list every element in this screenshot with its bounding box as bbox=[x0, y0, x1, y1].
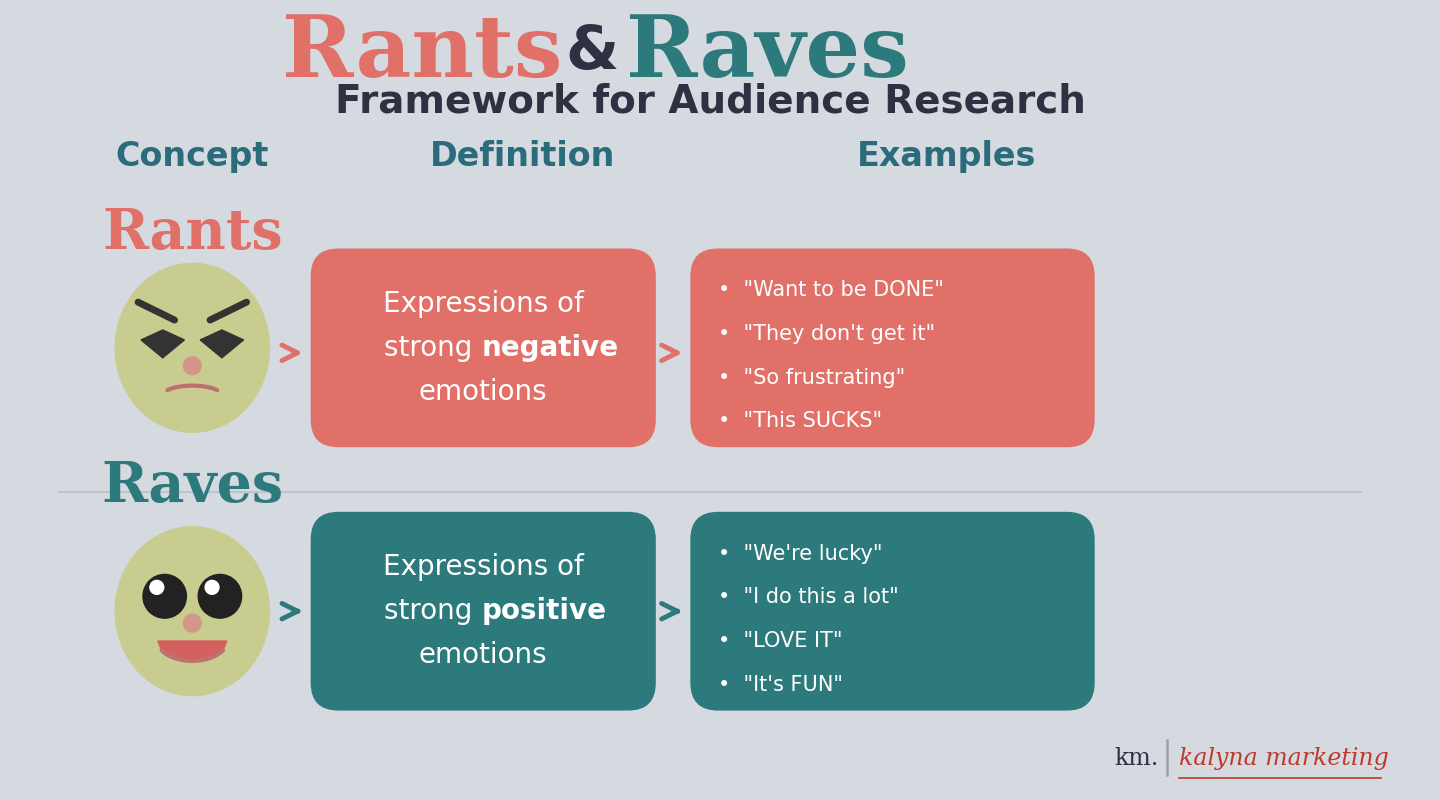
Circle shape bbox=[204, 580, 219, 594]
Polygon shape bbox=[200, 330, 243, 358]
Text: emotions: emotions bbox=[419, 378, 547, 406]
Polygon shape bbox=[158, 641, 228, 661]
Text: •  "We're lucky": • "We're lucky" bbox=[719, 543, 883, 563]
FancyBboxPatch shape bbox=[311, 249, 655, 447]
Circle shape bbox=[199, 574, 242, 618]
Circle shape bbox=[143, 574, 186, 618]
Circle shape bbox=[183, 614, 202, 632]
Text: Expressions of: Expressions of bbox=[383, 554, 583, 582]
Circle shape bbox=[183, 357, 202, 374]
Circle shape bbox=[150, 580, 164, 594]
FancyBboxPatch shape bbox=[311, 512, 655, 710]
Text: •  "Want to be DONE": • "Want to be DONE" bbox=[719, 280, 943, 300]
Ellipse shape bbox=[115, 526, 269, 696]
Text: Concept: Concept bbox=[115, 139, 269, 173]
Text: •  "I do this a lot": • "I do this a lot" bbox=[719, 587, 899, 607]
Text: strong: strong bbox=[384, 597, 481, 625]
Text: strong: strong bbox=[384, 334, 481, 362]
Text: •  "So frustrating": • "So frustrating" bbox=[719, 368, 906, 388]
FancyBboxPatch shape bbox=[690, 249, 1094, 447]
Text: Raves: Raves bbox=[626, 10, 909, 94]
Text: •  "It's FUN": • "It's FUN" bbox=[719, 674, 842, 694]
Text: Rants: Rants bbox=[282, 10, 562, 94]
Text: negative: negative bbox=[481, 334, 618, 362]
FancyBboxPatch shape bbox=[690, 512, 1094, 710]
Text: Rants: Rants bbox=[102, 206, 282, 261]
Text: Raves: Raves bbox=[101, 459, 284, 514]
Text: Examples: Examples bbox=[857, 139, 1037, 173]
Text: &: & bbox=[564, 23, 618, 82]
Text: •  "They don't get it": • "They don't get it" bbox=[719, 324, 935, 344]
Text: emotions: emotions bbox=[419, 641, 547, 669]
Text: Expressions of: Expressions of bbox=[383, 290, 583, 318]
Text: Framework for Audience Research: Framework for Audience Research bbox=[334, 82, 1086, 121]
Text: km.: km. bbox=[1115, 746, 1159, 770]
Text: Definition: Definition bbox=[431, 139, 615, 173]
Polygon shape bbox=[141, 330, 184, 358]
Ellipse shape bbox=[115, 263, 269, 432]
Text: •  "This SUCKS": • "This SUCKS" bbox=[719, 411, 883, 431]
Text: positive: positive bbox=[481, 597, 606, 625]
Text: kalyna marketing: kalyna marketing bbox=[1178, 746, 1388, 770]
Text: •  "LOVE IT": • "LOVE IT" bbox=[719, 631, 842, 651]
